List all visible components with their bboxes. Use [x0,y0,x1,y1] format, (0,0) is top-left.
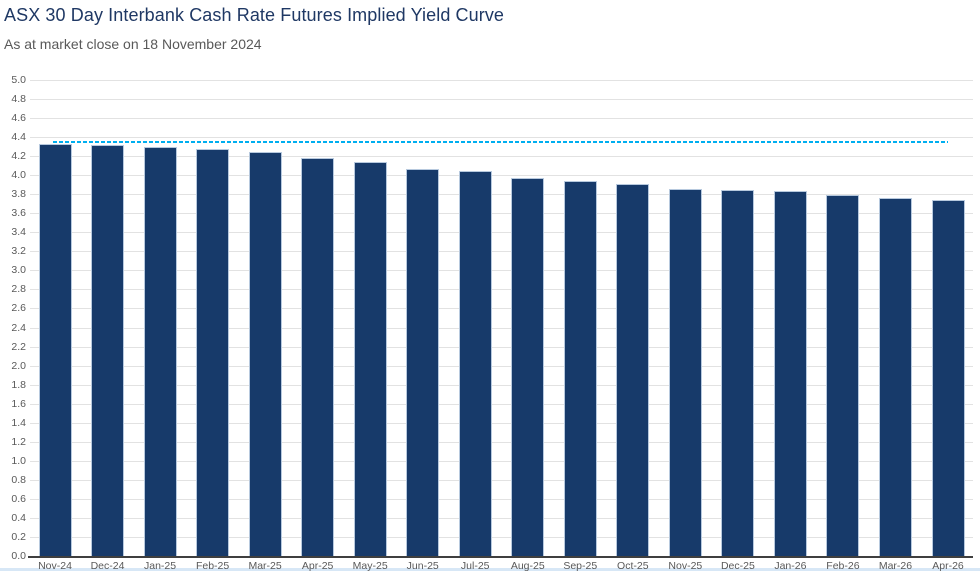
bar-Apr-26 [931,199,965,556]
y-axis-tick-label: 1.8 [11,378,26,391]
gridline [30,422,973,424]
y-axis-tick-label: 4.2 [11,150,26,163]
gridline [30,289,973,291]
x-axis-tick-label: Jan-26 [774,560,807,572]
gridline [30,99,973,101]
page-subtitle: As at market close on 18 November 2024 [4,36,262,52]
y-axis-tick-label: 2.0 [11,359,26,372]
bar-May-25 [353,161,387,556]
x-axis-tick-label: Dec-24 [90,560,125,572]
x-axis-tick-label: Sep-25 [563,560,598,572]
y-axis-tick-label: 2.2 [11,340,26,353]
bottom-divider [0,568,980,571]
gridline [30,118,973,120]
x-axis-line [28,556,973,558]
gridline [30,194,973,196]
y-axis-tick-label: 4.0 [11,169,26,182]
gridline [30,175,973,177]
bar-Dec-24 [91,144,125,556]
y-axis-tick-label: 1.4 [11,416,26,429]
x-axis-tick-label: Apr-25 [301,560,334,572]
x-axis-tick-label: Feb-26 [826,560,860,572]
y-axis-tick-label: 3.0 [11,264,26,277]
bar-Mar-25 [248,152,282,556]
gridline [30,80,973,81]
x-axis-tick-label: Nov-25 [668,560,703,572]
y-axis-tick-label: 3.6 [11,207,26,220]
gridline [30,498,973,500]
y-axis-tick-label: 0.4 [11,511,26,524]
x-axis-tick-label: Mar-26 [878,560,913,572]
cash-rate-reference-line [53,140,948,143]
y-axis-tick-label: 0.8 [11,473,26,486]
x-axis-tick-label: Jul-25 [460,560,490,572]
gridline [30,308,973,310]
bar-Oct-25 [616,183,650,556]
y-axis-tick-label: 3.2 [11,245,26,258]
gridline [30,327,973,329]
x-axis-tick-label: Apr-26 [932,560,964,572]
bar-Nov-25 [668,188,702,556]
gridline [30,156,973,158]
y-axis-tick-label: 1.2 [11,435,26,448]
x-axis-tick-label: Jun-25 [406,560,439,572]
y-axis-tick-label: 4.4 [11,131,26,144]
bar-Nov-24 [38,143,72,556]
x-axis-tick-label: Oct-25 [617,560,649,572]
y-axis-tick-label: 1.0 [11,454,26,467]
gridline [30,365,973,367]
gridline [30,270,973,272]
x-axis-tick-label: May-25 [352,560,388,572]
x-axis-tick-label: Nov-24 [38,560,72,572]
gridline [30,137,973,139]
bar-Jul-25 [458,171,492,556]
gridline [30,346,973,348]
y-axis-tick-label: 2.6 [11,302,26,315]
bar-Apr-25 [301,158,335,556]
y-axis-tick-label: 3.4 [11,226,26,239]
yield-curve-bar-chart [28,80,973,558]
gridline [30,517,973,519]
y-axis-tick-label: 2.4 [11,321,26,334]
bar-Sep-25 [563,180,597,556]
y-axis-tick-label: 0.0 [11,550,26,562]
x-axis-tick-label: Dec-25 [720,560,755,572]
gridline [30,213,973,215]
y-axis-tick-label: 1.6 [11,397,26,410]
y-axis-tick-label: 2.8 [11,283,26,296]
bar-Feb-25 [196,148,230,556]
x-axis-tick-label: Jan-25 [143,560,177,572]
gridline [30,384,973,386]
bar-Jan-26 [773,191,807,556]
gridline [30,536,973,538]
bar-Mar-26 [878,198,912,556]
bar-Jan-25 [143,146,177,556]
bar-Aug-25 [511,178,545,556]
bar-Feb-26 [826,195,860,556]
page-title: ASX 30 Day Interbank Cash Rate Futures I… [4,5,505,25]
gridline [30,460,973,462]
y-axis-tick-label: 3.8 [11,188,26,201]
bar-Dec-25 [721,190,755,556]
y-axis-tick-label: 0.6 [11,492,26,505]
bar-Jun-25 [406,168,440,556]
gridline [30,479,973,481]
gridline [30,251,973,253]
y-axis-tick-label: 5.0 [11,74,26,86]
x-axis-tick-label: Mar-25 [248,560,282,572]
x-axis-tick-label: Aug-25 [510,560,545,572]
y-axis-tick-label: 0.2 [11,530,26,543]
gridline [30,403,973,405]
gridline [30,441,973,443]
y-axis-tick-label: 4.8 [11,93,26,106]
y-axis-tick-label: 4.6 [11,112,26,125]
gridline [30,232,973,234]
x-axis-tick-label: Feb-25 [195,560,230,572]
